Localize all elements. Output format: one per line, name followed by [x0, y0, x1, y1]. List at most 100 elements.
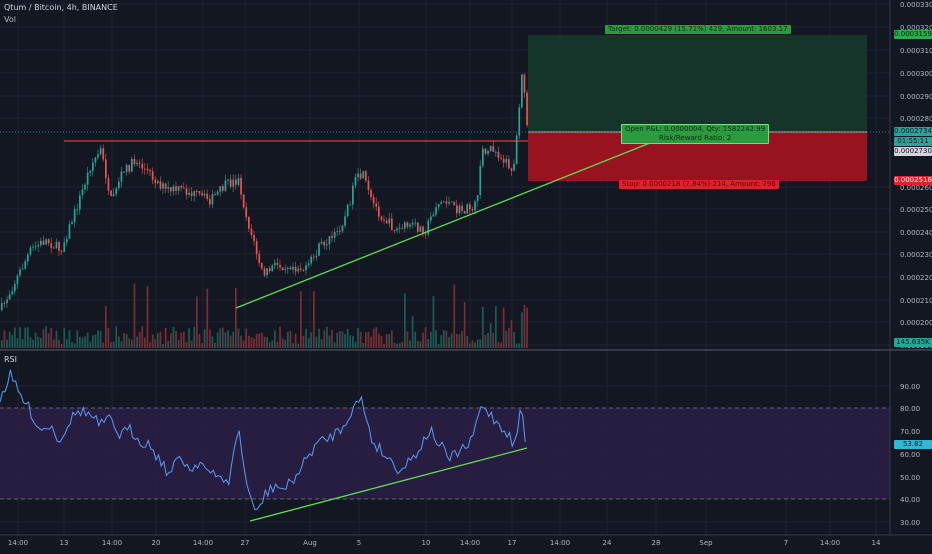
candle-body [27, 254, 29, 262]
candle-body [120, 171, 123, 182]
volume-bar [203, 329, 206, 348]
time-tick: 14:00 [550, 539, 570, 547]
candle-body [102, 148, 105, 160]
candle-body [346, 204, 349, 217]
volume-bar [170, 333, 172, 348]
candle-body [180, 186, 183, 188]
stop-price-tag: 0.0002516 [894, 176, 932, 185]
volume-bar [3, 330, 6, 348]
volume-bar [34, 332, 37, 348]
candle-body [58, 242, 60, 251]
candle-body [141, 163, 144, 169]
candle-body [237, 178, 240, 185]
volume-bar [53, 339, 55, 348]
volume-bar [14, 327, 16, 348]
volume-bar [224, 332, 227, 348]
volume-bar [487, 332, 489, 348]
candle-body [40, 240, 42, 246]
volume-bar [258, 333, 261, 348]
volume-bar [388, 334, 391, 348]
candle-body [328, 236, 331, 245]
volume-bar [424, 327, 427, 348]
volume-bar [185, 342, 188, 348]
volume-bar [183, 331, 185, 348]
candle-body [515, 135, 518, 164]
target-label[interactable]: Target: 0.0000429 (15.71%) 429, Amount: … [605, 25, 791, 34]
volume-bar [287, 331, 289, 348]
volume-bar [136, 336, 138, 348]
candle-body [37, 245, 40, 247]
volume-bar [55, 330, 58, 348]
candle-body [151, 171, 154, 180]
stop-label[interactable]: Stop: 0.0000218 (7.84%) 214, Amount: 796 [619, 180, 779, 189]
volume-bar [66, 339, 68, 348]
entry-price-tag: 0.0002730 [894, 147, 932, 156]
candle-body [357, 173, 359, 178]
time-tick: 5 [357, 539, 361, 547]
volume-bar [261, 332, 263, 348]
volume-bar [357, 327, 359, 348]
volume-bar [255, 333, 258, 348]
candle-body [71, 222, 73, 225]
candle-body [224, 180, 227, 191]
candle-body [359, 173, 362, 179]
candle-body [284, 268, 287, 270]
volume-bar [45, 326, 47, 348]
candle-body [3, 303, 6, 304]
volume-bar [222, 327, 224, 348]
volume-bar [154, 339, 157, 348]
volume-bar [508, 328, 510, 348]
candle-body [388, 218, 391, 224]
volume-bar [250, 337, 253, 348]
candle-body [110, 190, 112, 196]
volume-bar [440, 335, 443, 348]
candle-body [60, 250, 63, 252]
volume-bar [242, 340, 245, 348]
candle-body [406, 222, 409, 227]
volume-legend[interactable]: Vol [4, 15, 16, 24]
rsi-axis[interactable]: 90.00 80.00 70.00 60.00 50.00 40.00 30.00 [900, 383, 920, 527]
volume-bar [326, 326, 328, 348]
volume-bar [352, 336, 354, 348]
candle-body [123, 171, 125, 173]
volume-bar [458, 334, 461, 348]
volume-bar [76, 330, 79, 348]
price-trendline[interactable] [235, 142, 651, 309]
candle-body [398, 227, 401, 229]
target-zone[interactable] [528, 35, 867, 132]
volume-bar [310, 332, 313, 348]
time-tick: 14:00 [193, 539, 213, 547]
volume-bar [24, 327, 27, 348]
candle-body [250, 228, 253, 235]
candle-body [253, 234, 255, 242]
volume-bar [19, 327, 21, 348]
rsi-legend[interactable]: RSI [4, 355, 17, 364]
volume-bar [466, 335, 469, 348]
candle-body [513, 163, 515, 171]
symbol-legend[interactable]: Qtum / Bitcoin, 4h, BINANCE [4, 3, 118, 12]
time-axis[interactable]: 14:00 13 14:00 20 14:00 27 Aug 5 10 14:00 17 14:00 2… [8, 539, 881, 547]
volume-bar [37, 336, 40, 348]
volume-bar [196, 296, 198, 348]
candle-body [128, 164, 131, 172]
rsi-trendline[interactable] [249, 447, 528, 522]
candle-body [105, 159, 107, 179]
volume-bar [89, 341, 92, 348]
volume-bar [232, 331, 235, 348]
volume-bar [341, 331, 344, 348]
volume-bar [68, 330, 71, 348]
candle-body [175, 186, 177, 191]
candle-body [53, 247, 55, 249]
volume-bar [188, 328, 190, 348]
volume-bar [391, 330, 393, 348]
volume-bar [162, 343, 164, 348]
candle-body [510, 168, 513, 171]
candle-body [362, 171, 365, 179]
volume-bar [107, 327, 110, 348]
pnl-label[interactable]: Open P&L: 0.0000004, Qty: 1582242.99 Ris… [621, 124, 770, 144]
